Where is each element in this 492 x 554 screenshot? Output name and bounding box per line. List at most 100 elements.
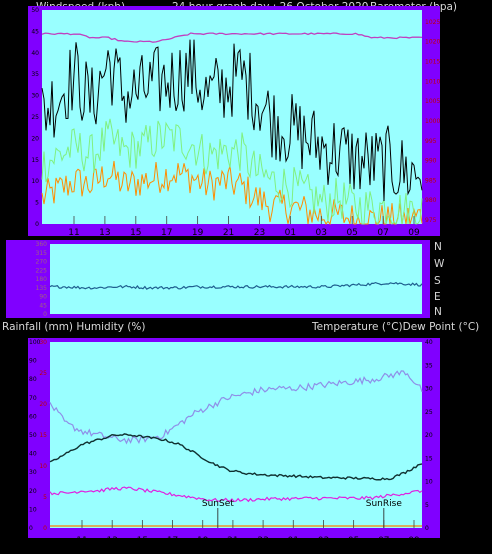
direction-y-tick: 135 (36, 285, 48, 292)
rainfall-y-tick: 25 (39, 370, 47, 377)
wind-y-tick: 35 (31, 71, 39, 78)
rainfall-humidity-axis-label: Rainfall (mm) Humidity (%) (2, 321, 146, 333)
x-tick-label: 05 (348, 536, 359, 546)
rainfall-y-tick: 0 (43, 525, 47, 532)
barometer-y-tick: 1010 (425, 78, 440, 85)
series-average-wind (41, 118, 423, 226)
temperature-y-tick: 40 (425, 339, 433, 346)
panel-1-plot-area (42, 10, 422, 224)
temperature-y-tick: 10 (425, 479, 433, 486)
x-tick-label: 19 (192, 228, 204, 238)
barometer-y-tick: 1005 (425, 98, 440, 105)
humidity-y-tick: 90 (29, 358, 37, 365)
humidity-y-tick: 80 (29, 376, 37, 383)
x-tick-label: 05 (346, 228, 357, 238)
x-tick-label: 09 (408, 536, 420, 546)
rainfall-y-tick: 15 (39, 432, 47, 439)
barometer-y-tick: 990 (425, 158, 437, 165)
temperature-y-tick: 15 (425, 455, 433, 462)
annotation-sunrise: SunRise (366, 499, 403, 509)
wind-y-tick: 10 (31, 178, 39, 185)
direction-label-n-bottom: N (434, 306, 442, 318)
direction-y-tick: 180 (36, 276, 48, 283)
barometer-y-tick: 1015 (425, 59, 440, 66)
wind-y-tick: 20 (31, 135, 39, 142)
series-humidity (49, 370, 423, 445)
humidity-y-tick: 100 (29, 339, 41, 346)
wind-y-tick: 50 (31, 7, 39, 14)
temperature-y-tick: 0 (425, 525, 429, 532)
humidity-y-tick: 20 (29, 488, 37, 495)
x-tick-label: 15 (137, 536, 148, 546)
humidity-y-tick: 50 (29, 432, 37, 439)
direction-label-e: E (434, 291, 441, 303)
barometer-y-tick: 985 (425, 177, 437, 184)
panel-2-plot-area (50, 244, 422, 314)
x-tick-label: 23 (257, 536, 268, 546)
humidity-y-tick: 40 (29, 451, 37, 458)
x-tick-label: 21 (223, 228, 234, 238)
direction-y-tick: 0 (43, 311, 47, 318)
x-tick-label: 21 (227, 536, 238, 546)
rainfall-y-tick: 20 (39, 401, 47, 408)
temperature-y-tick: 35 (425, 362, 433, 369)
humidity-y-tick: 70 (29, 395, 37, 402)
temperature-y-tick: 5 (425, 502, 429, 509)
x-tick-label: 11 (68, 228, 79, 238)
x-tick-label: 11 (76, 536, 87, 546)
annotation-sunset: SunSet (202, 499, 234, 509)
direction-y-tick: 315 (36, 250, 48, 257)
x-tick-label: 23 (254, 228, 265, 238)
temperature-y-tick: 25 (425, 409, 433, 416)
x-tick-label: 07 (377, 228, 388, 238)
temperature-y-tick: 30 (425, 386, 433, 393)
x-tick-label: 03 (318, 536, 329, 546)
direction-label-w: W (434, 258, 445, 270)
barometer-y-tick: 1000 (425, 118, 440, 125)
x-tick-label: 15 (130, 228, 141, 238)
humidity-y-tick: 30 (29, 469, 37, 476)
x-tick-label: 03 (316, 228, 327, 238)
direction-y-tick: 45 (39, 302, 47, 309)
wind-y-tick: 5 (35, 200, 39, 207)
x-tick-label: 01 (285, 228, 296, 238)
x-tick-label: 09 (408, 228, 420, 238)
x-tick-label: 01 (288, 536, 299, 546)
x-tick-label: 17 (161, 228, 172, 238)
temperature-y-tick: 20 (425, 432, 433, 439)
rainfall-y-tick: 30 (39, 339, 47, 346)
humidity-y-tick: 60 (29, 413, 37, 420)
wind-y-tick: 40 (31, 50, 39, 57)
barometer-y-tick: 980 (425, 197, 437, 204)
barometer-y-tick: 1020 (425, 39, 440, 46)
humidity-y-tick: 0 (29, 525, 33, 532)
temperature-dewpoint-axis-label: Temperature (°C)Dew Point (°C) (312, 321, 480, 333)
series-minimum-wind (41, 160, 423, 226)
direction-label-s: S (434, 275, 441, 287)
direction-y-tick: 225 (36, 267, 48, 274)
series-direction (49, 281, 423, 290)
humidity-y-tick: 10 (29, 506, 37, 513)
x-tick-label: 17 (167, 536, 178, 546)
series-gust-wind (41, 39, 423, 202)
x-tick-label: 13 (106, 536, 117, 546)
x-tick-label: 07 (378, 536, 389, 546)
rainfall-y-tick: 10 (39, 463, 47, 470)
barometer-y-tick: 1025 (425, 19, 440, 26)
wind-y-tick: 30 (31, 93, 39, 100)
x-tick-label: 13 (99, 228, 110, 238)
series-barometer (41, 32, 423, 43)
wind-y-tick: 45 (31, 28, 39, 35)
barometer-y-tick: 975 (425, 217, 437, 224)
x-tick-label: 19 (197, 536, 209, 546)
direction-y-tick: 360 (36, 241, 48, 248)
wind-y-tick: 15 (31, 157, 39, 164)
rainfall-y-tick: 5 (43, 494, 47, 501)
direction-y-tick: 270 (36, 259, 48, 266)
series-temperature (49, 433, 423, 481)
direction-y-tick: 90 (39, 294, 47, 301)
wind-y-tick: 25 (31, 114, 39, 121)
direction-label-n-top: N (434, 241, 442, 253)
